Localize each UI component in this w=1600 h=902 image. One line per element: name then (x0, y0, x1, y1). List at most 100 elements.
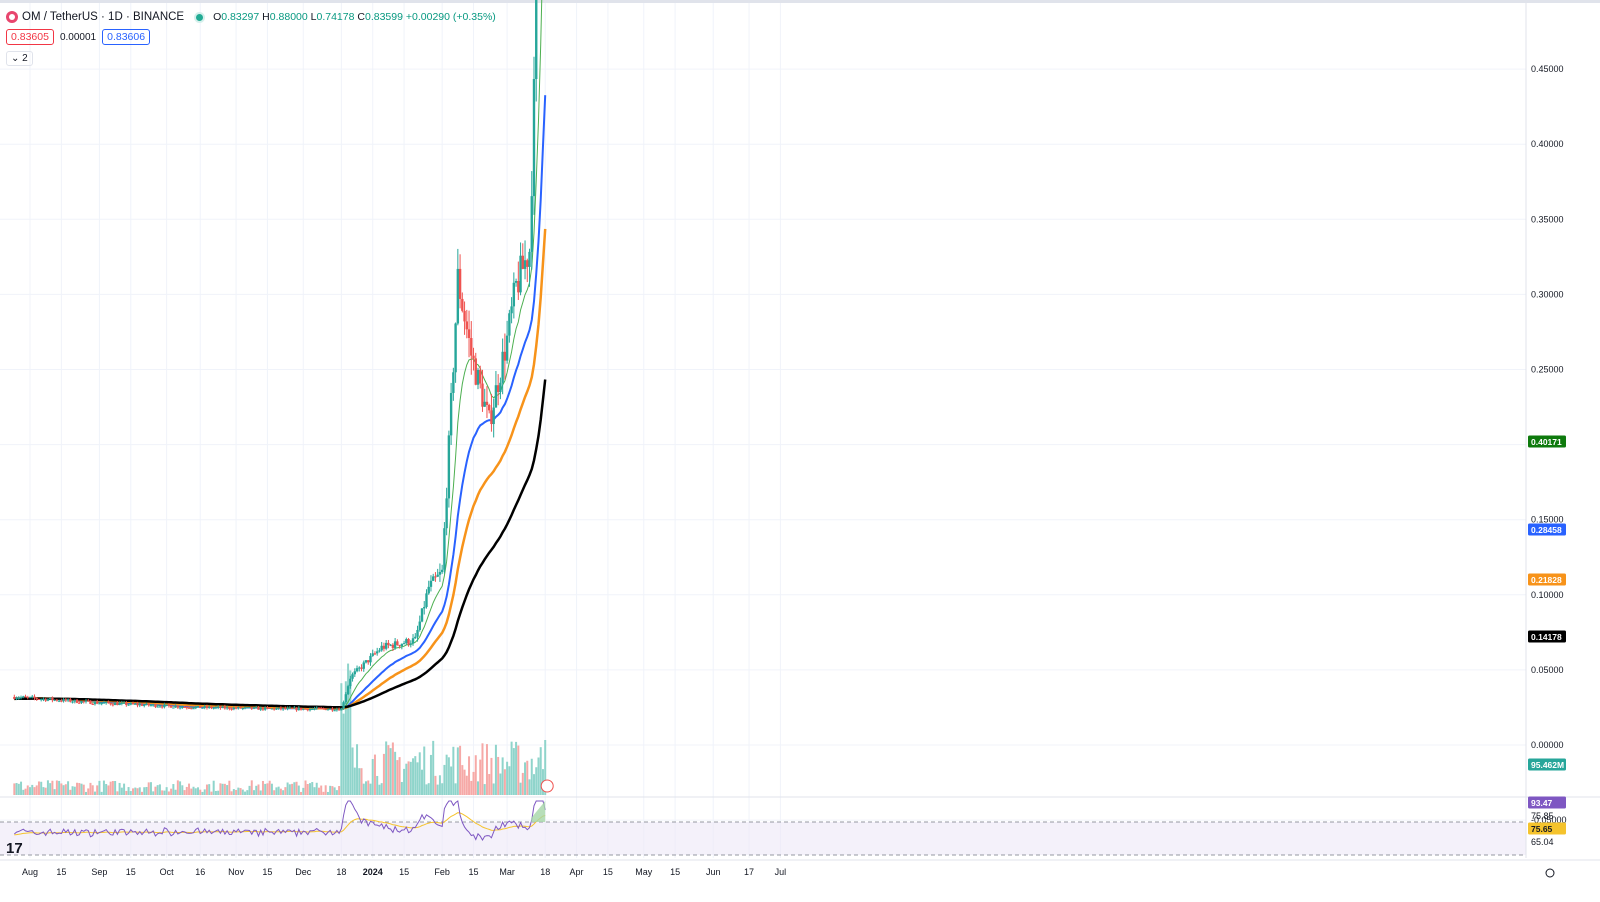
candle-body (429, 580, 433, 587)
volume-bar (29, 787, 31, 795)
candle-body (389, 644, 392, 646)
time-tick-label: 15 (399, 867, 409, 877)
volume-bar (351, 747, 354, 795)
volume-bar (134, 787, 137, 795)
candle-body (501, 351, 504, 383)
candle-body (512, 282, 516, 307)
volume-bar (371, 759, 374, 795)
volume-bar (391, 742, 394, 795)
candle-body (149, 705, 153, 707)
volume-bar (20, 781, 23, 795)
volume-bar (436, 784, 439, 795)
candle-body (367, 660, 370, 663)
volume-bar (26, 785, 29, 795)
volume-bar (414, 756, 417, 795)
candle-body (71, 701, 74, 703)
price-tick-label: 0.10000 (1531, 590, 1564, 600)
candles (13, 0, 538, 712)
candle-body (476, 369, 480, 385)
candle-body (494, 385, 498, 408)
candle-body (461, 298, 464, 311)
symbol-title[interactable]: OM / TetherUS · 1D · BINANCE (22, 11, 185, 23)
time-tick-label: Dec (295, 867, 312, 877)
chart-grid (0, 3, 1526, 858)
price-tick-label: 0.00000 (1531, 740, 1564, 750)
alert-icon[interactable] (540, 779, 554, 793)
indicators-toggle-button[interactable]: ⌄ 2 (6, 51, 33, 66)
trade-bar: 0.83605 0.00001 0.83606 (6, 29, 151, 45)
volume-bar (17, 783, 20, 795)
volume-bar (394, 751, 397, 795)
volume-bar (129, 791, 132, 795)
rsi-upper-label: 75.85 (1531, 811, 1554, 821)
symbol-legend[interactable]: OM / TetherUS · 1D · BINANCE O0.83297 H0… (6, 8, 496, 26)
volume-bar (13, 783, 16, 795)
candle-body (297, 707, 300, 711)
volume-bar (33, 787, 36, 795)
settings-gear-icon[interactable] (1545, 868, 1555, 878)
candle-body (447, 435, 451, 499)
candle-body (190, 708, 193, 710)
candle-body (60, 700, 63, 702)
volume-bar (60, 783, 63, 795)
candle-body (467, 329, 471, 338)
candle-body (458, 268, 462, 299)
volume-bar (297, 785, 300, 795)
volume-bar (232, 789, 235, 795)
rsi-value-label: 93.47 (1531, 798, 1553, 808)
candle-body (530, 196, 533, 252)
sell-price-button[interactable]: 0.83605 (6, 29, 54, 45)
volume-bar (116, 791, 119, 795)
volume-bar (302, 787, 305, 795)
volume-bar (530, 758, 533, 795)
volume-bar (284, 787, 287, 795)
candle-body (308, 709, 312, 711)
candle-body (66, 699, 70, 701)
candle-body (340, 708, 343, 711)
volume-bar (228, 780, 231, 795)
volume-bar (389, 748, 392, 795)
volume-bar (188, 783, 191, 795)
volume-bar (423, 746, 426, 795)
buy-price-button[interactable]: 0.83606 (102, 29, 151, 45)
volume-bar (447, 757, 450, 795)
candle-body (275, 708, 278, 710)
volume-bar (255, 785, 258, 795)
candle-body (521, 255, 524, 269)
volume-bar (315, 782, 318, 795)
candle-body (268, 707, 271, 709)
candle-body (490, 410, 493, 425)
candle-body (293, 707, 296, 709)
candle-body (535, 0, 538, 79)
time-tick-label: 15 (126, 867, 136, 877)
candle-body (91, 703, 94, 705)
volume-bar (340, 683, 343, 795)
candle-body (349, 678, 352, 687)
candle-body (373, 653, 377, 655)
volume-bar (367, 780, 370, 795)
volume-bar (170, 788, 173, 795)
candle-body (210, 706, 213, 709)
volume-bar (109, 781, 112, 795)
volume-bar (239, 788, 242, 795)
candle-body (40, 699, 43, 701)
candle-body (84, 700, 88, 702)
time-tick-label: Oct (160, 867, 175, 877)
time-tick-label: Jul (775, 867, 787, 877)
candle-body (143, 705, 146, 707)
volume-bar (311, 782, 314, 795)
candle-body (147, 703, 150, 706)
volume-bar (22, 789, 25, 795)
candle-body (100, 703, 103, 705)
indicators-count: 2 (22, 53, 28, 64)
volume-bar (344, 681, 347, 795)
top-border (0, 0, 1600, 3)
volume-bar (438, 775, 441, 795)
volume-bar (403, 768, 406, 795)
candle-body (351, 674, 354, 679)
volume-bar (123, 783, 126, 795)
candle-body (405, 639, 408, 644)
candle-body (470, 337, 473, 356)
candle-body (165, 704, 168, 706)
